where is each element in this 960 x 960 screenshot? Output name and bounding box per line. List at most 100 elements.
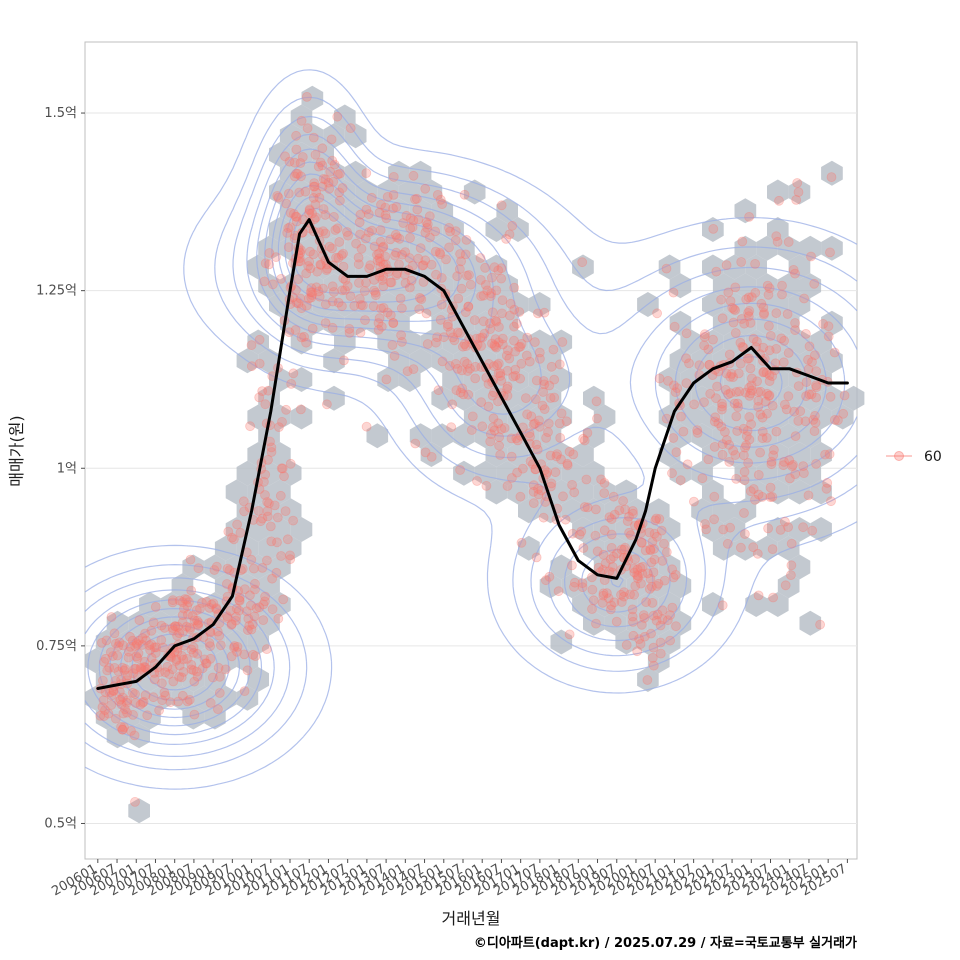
scatter-point [228,534,239,545]
hex-bin [669,310,692,336]
scatter-point [177,690,188,701]
scatter-point [574,529,585,540]
scatter-point [515,341,526,352]
scatter-point [353,277,364,288]
scatter-point [282,534,293,545]
scatter-point [600,558,611,569]
hex-bin [431,385,454,411]
scatter-point [164,669,175,679]
hex-bin [691,423,713,449]
scatter-point [627,506,638,516]
scatter-point [783,522,793,532]
scatter-point [192,615,203,626]
scatter-point [410,438,421,449]
scatter-point [787,461,797,472]
hex-bin [247,667,269,692]
scatter-point [211,604,222,615]
scatter-point [108,651,118,661]
scatter-point [308,132,319,143]
scatter-point [551,451,562,462]
trend-layer [96,218,849,690]
scatter-point [495,371,506,381]
scatter-point [461,234,472,245]
scatter-point [450,358,461,369]
scatter-point [670,570,681,580]
scatter-point [504,310,515,321]
scatter-point [762,388,772,399]
scatter-point [545,450,556,461]
scatter-point [296,115,307,126]
scatter-point [758,302,769,313]
scatter-point [512,467,522,478]
scatter-point [104,662,115,673]
scatter-point [258,476,269,487]
scatter-point [735,358,746,369]
scatter-point [647,653,658,663]
hex-bin [658,254,681,280]
scatter-point [254,358,265,369]
scatter-point [636,538,647,548]
scatter-point [748,542,759,553]
scatter-point [444,222,454,233]
scatter-point [445,226,456,237]
scatter-point [361,421,372,432]
scatter-point [100,653,111,664]
scatter-point [480,279,491,290]
hex-bin [561,573,583,599]
scatter-point [655,620,666,631]
scatter-point [156,635,167,645]
scatter-point [485,291,496,302]
hex-bin [712,423,735,449]
scatter-point [759,308,769,318]
hex-bin [550,554,573,580]
scatter-point [745,388,756,399]
scatter-point [557,337,568,347]
scatter-point [178,667,189,677]
hex-bin [756,385,778,411]
scatter-point [246,624,257,635]
scatter-point [463,301,474,312]
hex-bin [182,554,205,580]
scatter-point [249,611,260,622]
scatter-point [561,416,572,427]
scatter-point [645,545,656,556]
scatter-point [533,308,543,319]
scatter-point [822,477,833,488]
scatter-point [113,641,124,651]
scatter-point [381,374,392,385]
scatter-point [645,544,656,555]
scatter-point [753,395,764,406]
scatter-point [176,651,187,661]
scatter-point [528,419,539,430]
scatter-point [672,383,683,394]
hex-bin [615,517,638,542]
scatter-point [824,449,835,460]
scatter-point [710,412,721,423]
hex-bin [388,310,410,336]
scatter-point [239,506,250,517]
scatter-point [531,552,542,563]
hex-bin [225,479,248,505]
scatter-point [766,456,777,467]
hex-bin [160,667,183,692]
scatter-point [593,562,604,573]
scatter-point [106,612,117,622]
density-contour [87,148,846,736]
scatter-point [526,411,537,422]
scatter-point [701,524,711,535]
scatter-point [177,610,188,620]
scatter-point [784,455,795,466]
scatter-point [171,654,182,665]
hex-bin [572,442,594,467]
scatter-point [193,563,204,574]
scatter-point [528,498,539,509]
hex-bin [301,273,324,299]
scatter-point [307,208,318,219]
scatter-point [522,409,532,420]
scatter-point [783,391,794,402]
scatter-point [140,628,151,639]
scatter-point [750,258,760,269]
scatter-point [304,208,314,219]
hex-bin [485,442,508,467]
scatter-point [312,266,323,277]
